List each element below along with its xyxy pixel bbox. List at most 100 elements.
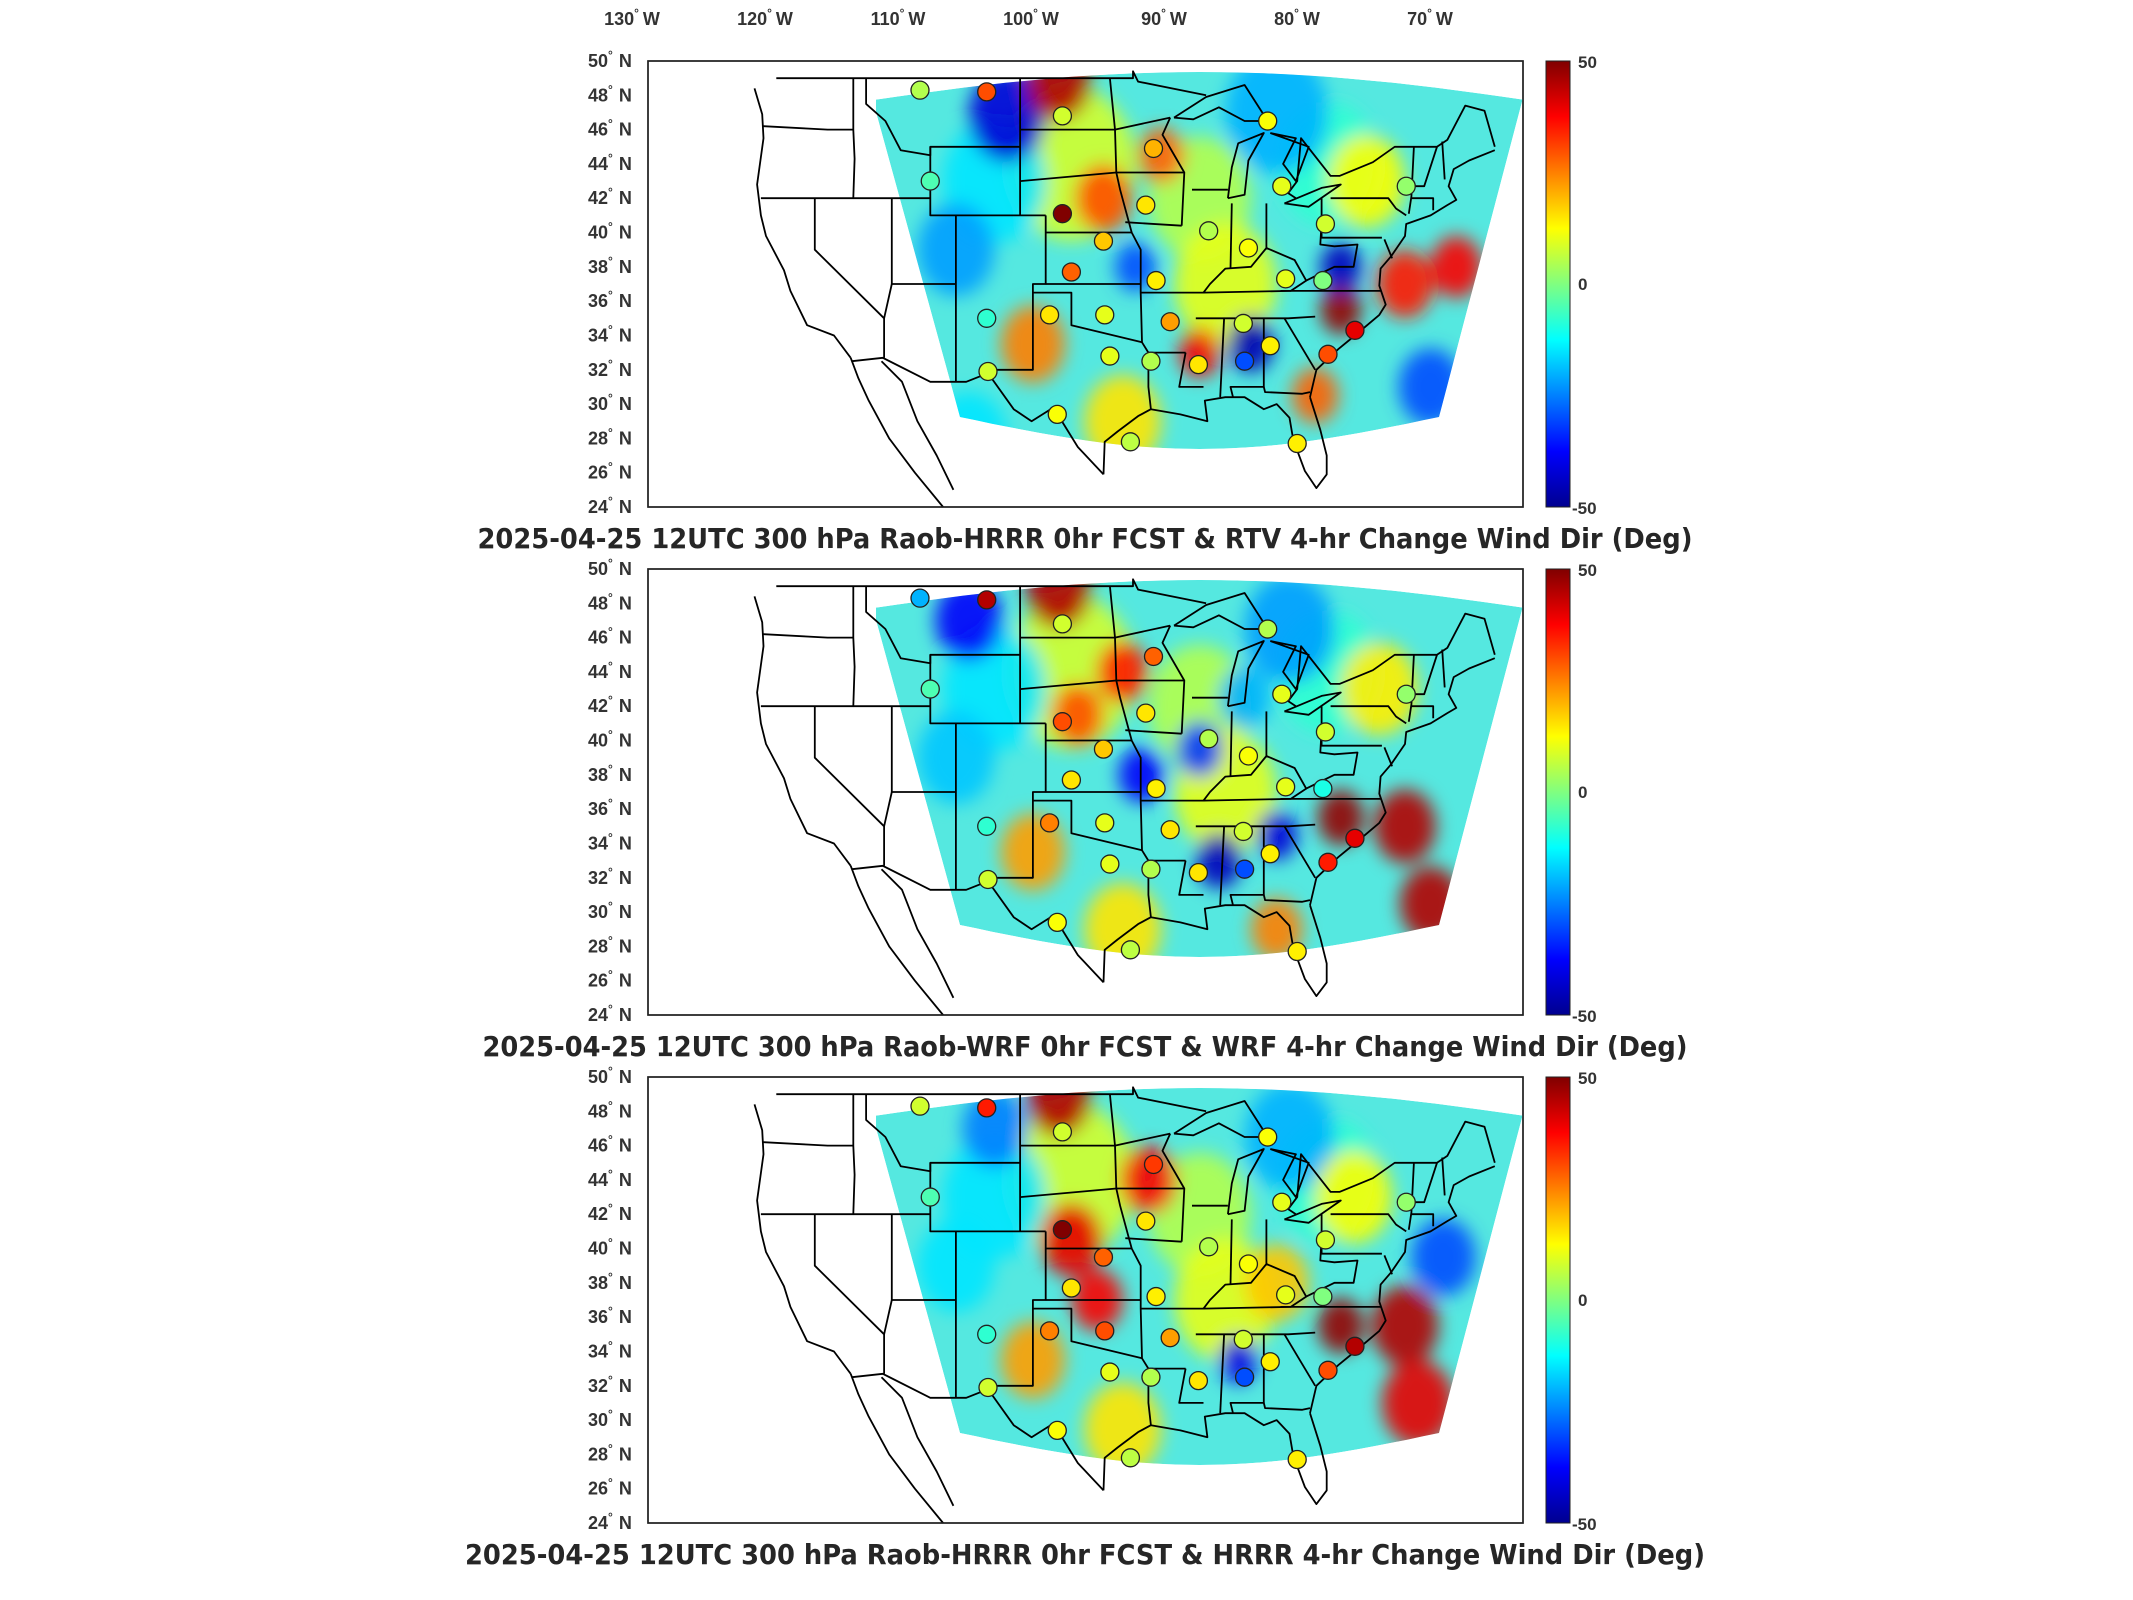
station-marker <box>1318 852 1338 872</box>
field-anomaly <box>1381 1359 1454 1447</box>
field-anomaly <box>1411 1218 1476 1296</box>
boundary-line <box>1229 711 1233 777</box>
station-marker <box>1199 729 1219 749</box>
station-marker <box>1052 1220 1073 1240</box>
boundary-line <box>1202 247 1308 294</box>
station-marker <box>1061 1278 1082 1298</box>
boundary-line <box>1383 239 1393 259</box>
boundary-line <box>1114 624 1171 639</box>
station-marker <box>1258 111 1278 131</box>
station-marker <box>1315 1230 1336 1250</box>
station-marker <box>1047 912 1067 933</box>
station-marker <box>1396 176 1416 196</box>
boundary-line <box>1020 171 1117 182</box>
boundary-line <box>1441 1157 1446 1196</box>
field-anomaly <box>1430 235 1482 298</box>
boundary-line <box>1178 352 1204 388</box>
station-marker <box>1275 777 1296 797</box>
station-marker <box>1287 941 1307 962</box>
field-anomaly <box>1244 580 1335 684</box>
station-marker <box>1146 1286 1166 1307</box>
boundary-line <box>1269 132 1310 182</box>
boundary-line <box>813 706 885 866</box>
station-marker <box>1136 1211 1156 1231</box>
station-marker <box>1052 614 1073 634</box>
station-marker <box>1095 1321 1115 1341</box>
station-marker <box>1272 176 1292 196</box>
boundary-line <box>1178 1368 1204 1404</box>
boundary-line <box>1032 291 1143 344</box>
station-marker <box>1120 1448 1141 1468</box>
station-marker <box>1238 746 1259 766</box>
lat-label-34n: 34° N <box>588 830 632 853</box>
lat-label-48n: 48° N <box>588 82 632 105</box>
boundary-line <box>776 578 1207 605</box>
boundary-line <box>1262 894 1311 903</box>
boundary-line <box>1411 197 1435 211</box>
colorbar-scale <box>1545 568 1571 1016</box>
station-marker <box>1260 336 1280 356</box>
lat-label-48n: 48° N <box>588 1098 632 1121</box>
field-anomaly <box>1176 721 1223 777</box>
boundary-line <box>1330 1213 1407 1233</box>
lat-label-30n: 30° N <box>588 899 632 922</box>
station-marker <box>1396 684 1416 704</box>
station-marker <box>1120 940 1141 960</box>
station-marker <box>1188 862 1209 883</box>
station-marker <box>1188 1370 1209 1391</box>
station-marker <box>1315 722 1336 742</box>
panel-title: 2025-04-25 12UTC 300 hPa Raob-HRRR 0hr F… <box>478 522 1693 555</box>
boundary-line <box>851 356 1105 476</box>
station-marker <box>1095 813 1115 833</box>
lat-label-30n: 30° N <box>588 1407 632 1430</box>
station-marker <box>1143 1154 1164 1175</box>
colorbar-min-label: -50 <box>1572 1007 1597 1026</box>
colorbar-scale <box>1545 60 1571 508</box>
boundary-line <box>760 1094 856 1216</box>
boundary-line <box>776 70 1207 97</box>
boundary-line <box>1441 649 1446 688</box>
field-anomaly <box>1225 72 1328 175</box>
boundary-line <box>880 1376 955 1507</box>
boundary-line <box>1287 1120 1496 1215</box>
boundary-line <box>986 1231 1047 1387</box>
boundary-line <box>849 1373 944 1524</box>
boundary-line <box>1383 747 1393 767</box>
boundary-line <box>880 360 955 491</box>
lon-label-90w: 90° W <box>1141 6 1187 29</box>
field-anomaly <box>1244 1244 1309 1322</box>
station-marker <box>1039 305 1060 325</box>
lat-label-38n: 38° N <box>588 1270 632 1293</box>
station-marker <box>1143 138 1164 159</box>
station-marker <box>1100 854 1120 874</box>
field-anomaly <box>1138 127 1185 184</box>
boundary-line <box>883 791 893 827</box>
station-marker <box>1146 778 1166 799</box>
boundary-line <box>1284 183 1342 208</box>
boundary-line <box>813 1214 885 1374</box>
raob-stations <box>910 1096 1416 1470</box>
station-marker <box>1052 1122 1073 1142</box>
boundary-line <box>1161 625 1186 734</box>
colorbar: 50 0 -50 <box>1545 53 1597 518</box>
lat-label-28n: 28° N <box>588 425 632 448</box>
field-anomaly <box>1292 367 1339 424</box>
station-marker <box>1160 1328 1180 1348</box>
lat-label-44n: 44° N <box>588 1167 632 1190</box>
station-marker <box>1313 270 1333 291</box>
field-anomaly <box>1026 1088 1091 1137</box>
colorbar-mid-label: 0 <box>1578 1291 1587 1310</box>
boundary-line <box>851 864 1105 984</box>
station-marker <box>1318 1360 1338 1380</box>
lat-label-26n: 26° N <box>588 1476 632 1499</box>
boundary-line <box>763 1141 854 1147</box>
lat-label-40n: 40° N <box>588 1236 632 1259</box>
colorbar: 50 0 -50 <box>1545 1069 1597 1534</box>
boundary-line <box>1020 679 1117 690</box>
boundary-line <box>776 1086 1207 1113</box>
boundary-line <box>1269 640 1310 690</box>
station-marker <box>910 1096 930 1116</box>
boundary-line <box>1227 640 1265 708</box>
map-panel-1: 50° N 48° N 46° N 44° N 42° N 40° N 38° N 36° N 34° N 32° N… <box>478 48 1693 555</box>
station-marker <box>1039 813 1060 833</box>
